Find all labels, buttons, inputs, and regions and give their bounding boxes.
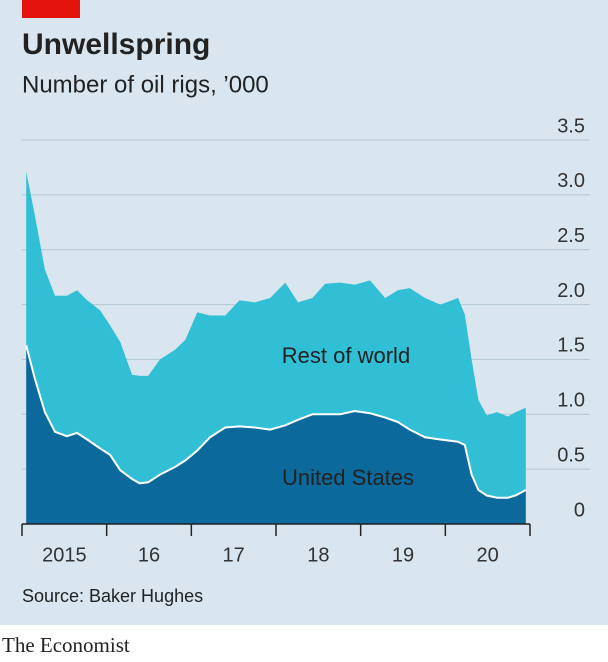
- brand-tag: [22, 0, 80, 18]
- area-label: Rest of world: [282, 343, 410, 368]
- x-tick-label: 20: [477, 544, 499, 566]
- y-tick-label: 0.5: [557, 444, 585, 466]
- x-tick-label: 2015: [42, 544, 87, 566]
- y-tick-label: 1.0: [557, 390, 585, 412]
- y-tick-label: 3.0: [557, 170, 585, 192]
- y-tick-label: 3.5: [557, 115, 585, 137]
- source: Source: Baker Hughes: [22, 586, 203, 606]
- x-tick-label: 17: [223, 544, 245, 566]
- chart-subtitle: Number of oil rigs, ’000: [22, 71, 269, 98]
- chart-title: Unwellspring: [22, 28, 210, 61]
- series-edge: [25, 344, 527, 499]
- area: [26, 345, 526, 524]
- x-tick-label: 18: [307, 544, 329, 566]
- x-tick-label: 19: [392, 544, 414, 566]
- brand: The Economist: [2, 633, 130, 657]
- y-tick-label: 0: [574, 499, 585, 521]
- area-label: United States: [282, 465, 414, 490]
- y-tick-label: 1.5: [557, 335, 585, 357]
- y-tick-label: 2.0: [557, 280, 585, 302]
- x-tick-label: 16: [138, 544, 160, 566]
- y-tick-label: 2.5: [557, 225, 585, 247]
- area: [26, 171, 526, 498]
